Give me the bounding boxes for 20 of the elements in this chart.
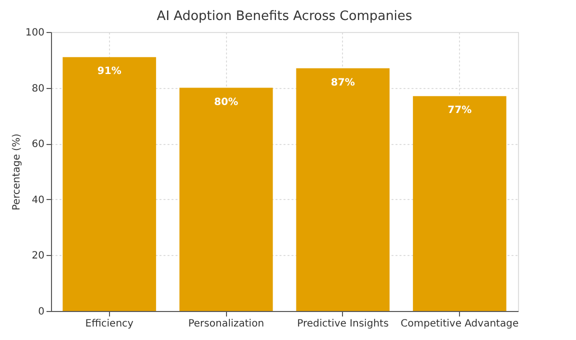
bar [62,57,156,311]
chart-title: AI Adoption Benefits Across Companies [156,9,412,24]
bar [179,88,273,311]
data-label: 91% [97,66,122,78]
y-tick-label: 20 [32,250,44,262]
y-tick-label: 100 [25,28,44,38]
bar [412,96,506,311]
data-label: 80% [214,96,238,108]
data-label: 87% [330,77,355,88]
x-tick-label: Personalization [188,318,264,330]
x-tick-label: Predictive Insights [297,318,389,330]
y-tick-label: 60 [32,139,44,150]
x-tick-label: Competitive Advantage [400,318,519,330]
data-label: 77% [448,105,472,116]
bar [296,68,390,311]
y-tick-label: 40 [32,194,44,206]
y-tick-label: 80 [32,83,44,94]
y-tick-label: 0 [38,306,44,318]
x-tick-label: Efficiency [85,318,134,330]
y-axis-title: Percentage (%) [11,134,22,210]
